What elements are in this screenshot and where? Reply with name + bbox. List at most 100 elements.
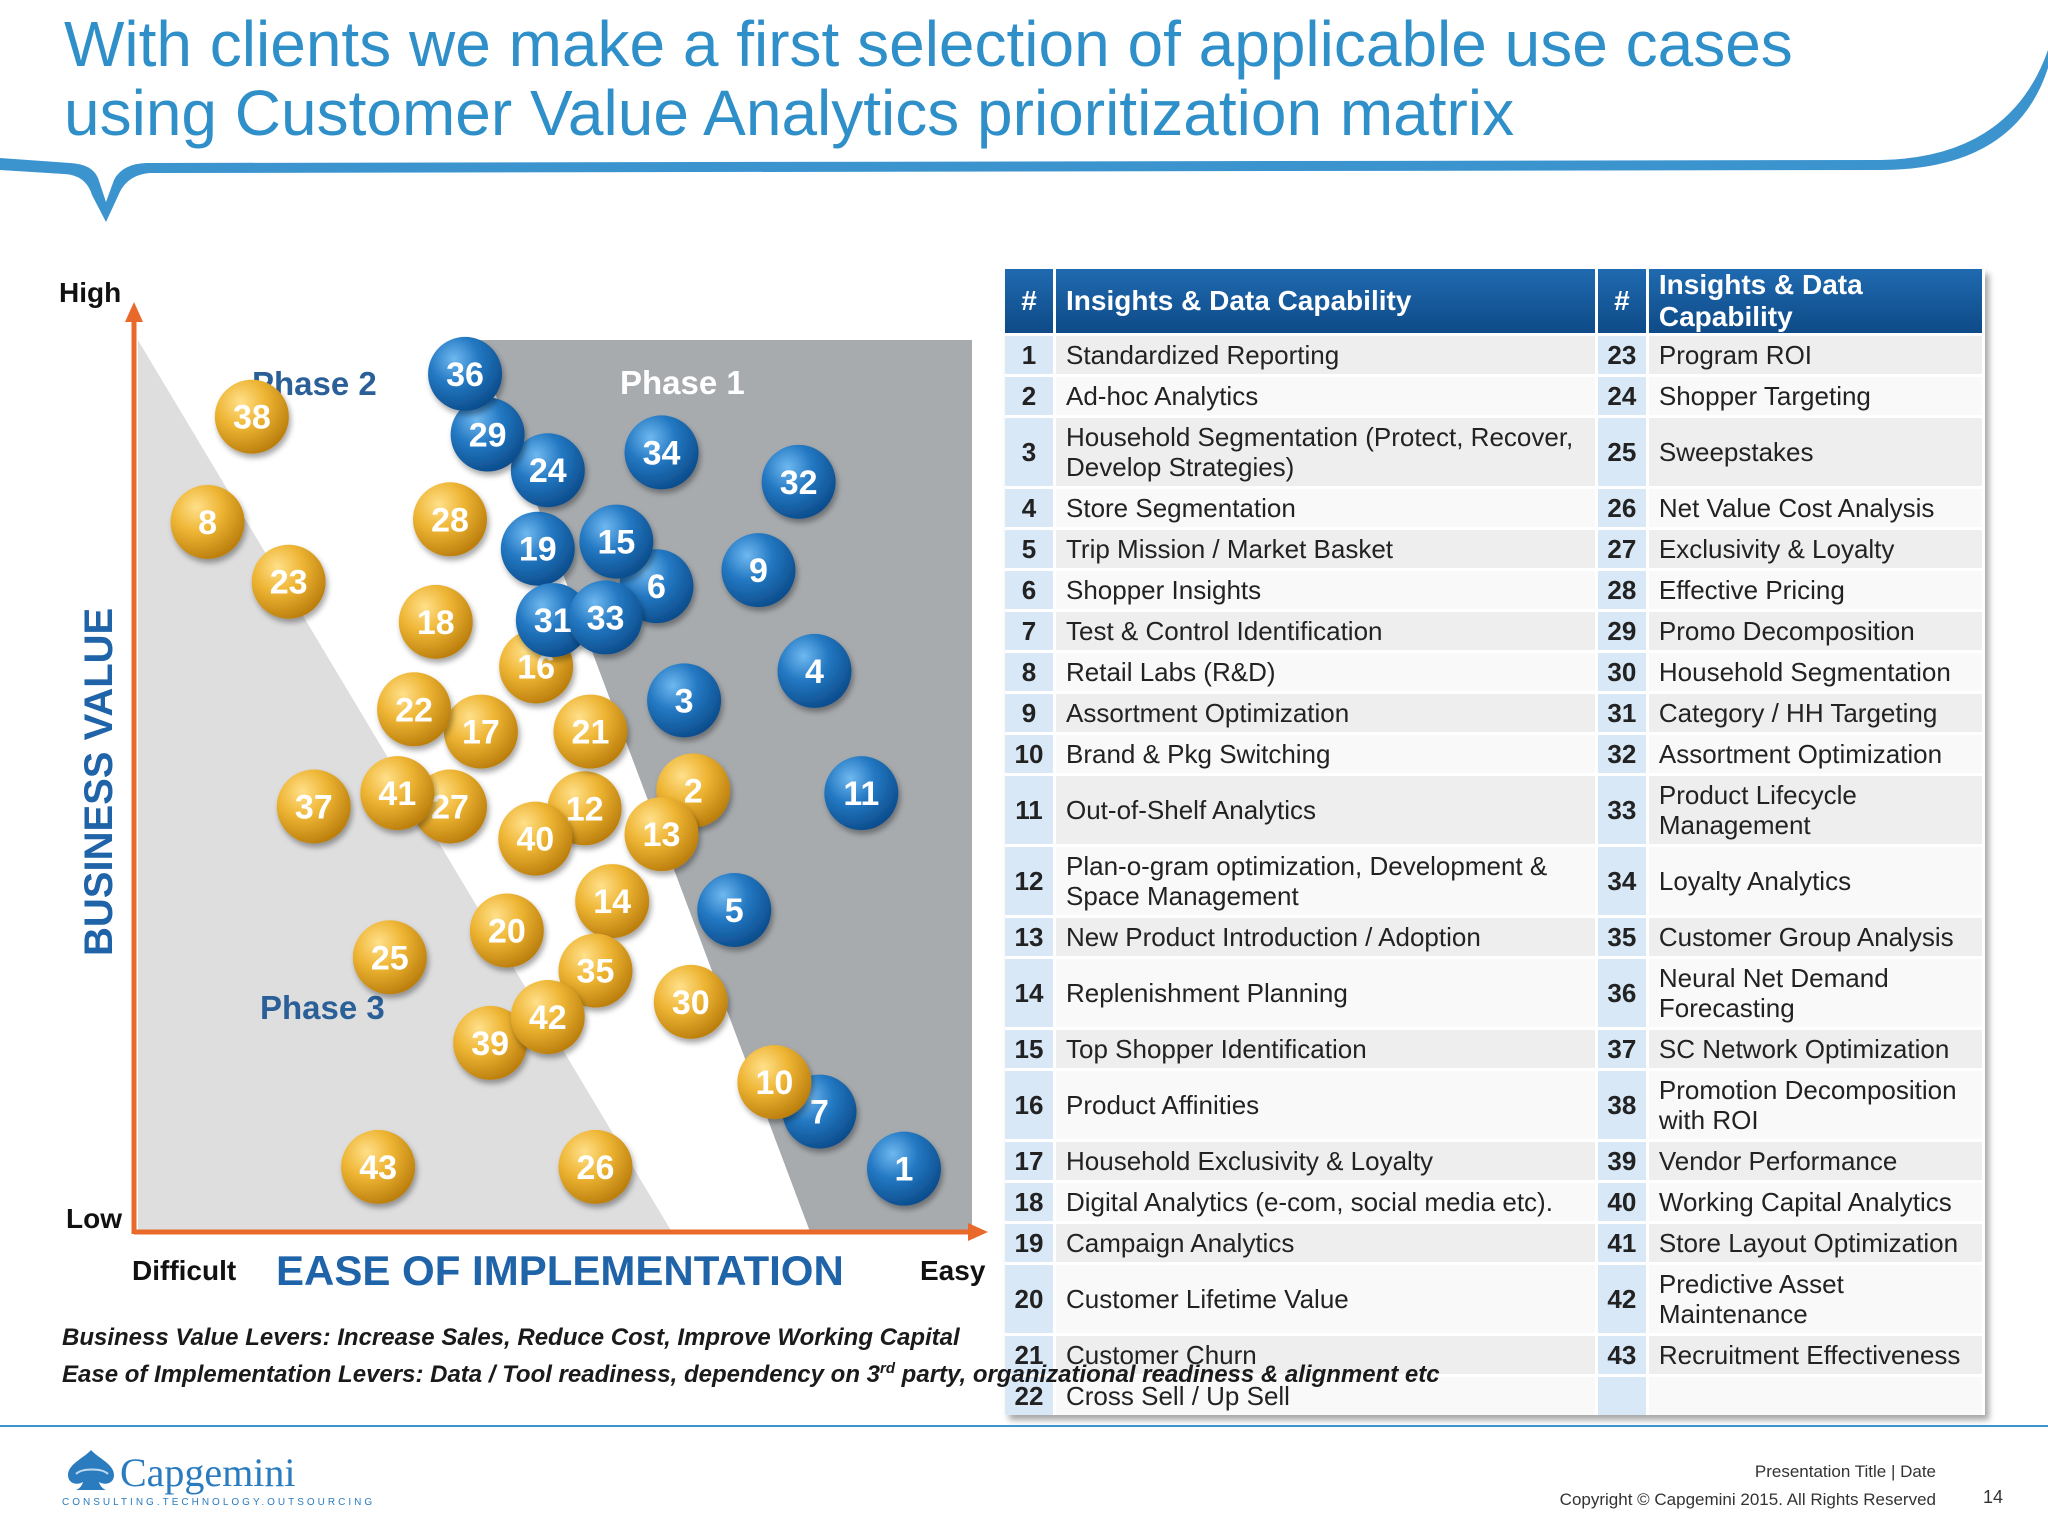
row-number: 1 [1005,333,1056,376]
bubble-11: 11 [824,756,899,831]
table-row: 14 Replenishment Planning 36 Neural Net Dem… [1005,956,1986,1029]
header-capability-right: Insights & Data Capability [1647,269,1986,335]
bubble-circle [558,933,633,1008]
table-row: 7 Test & Control Identification 29 Promo De… [1005,609,1986,652]
bubble-label: 32 [780,464,818,502]
bubble-label: 24 [529,452,567,490]
bubble-label: 7 [810,1094,829,1132]
bubble-circle [498,801,573,876]
row-capability: Plan-o-gram optimization, Development & … [1054,844,1598,917]
bubble-circle [647,663,722,738]
bubble-circle [443,694,518,769]
bubble-label: 4 [805,653,824,691]
table-row: 9 Assortment Optimization 31 Category / HH … [1005,691,1986,734]
row-number: 32 [1596,732,1649,775]
row-number: 30 [1596,650,1649,693]
bubble-19: 19 [500,511,575,586]
row-capability: Effective Pricing [1647,568,1986,611]
row-number [1596,1374,1649,1415]
bubble-30: 30 [653,964,728,1039]
bubble-circle [341,1129,416,1204]
table-row: 1 Standardized Reporting 23 Program ROI [1005,333,1986,376]
footer-copyright: Copyright © Capgemini 2015. All Rights R… [1559,1490,1936,1509]
bubble-label: 20 [488,913,526,951]
row-number: 2 [1005,374,1056,417]
row-capability: Household Segmentation [1647,650,1986,693]
table-row: 6 Shopper Insights 28 Effective Pricing [1005,568,1986,611]
row-number: 36 [1596,956,1649,1029]
row-number: 41 [1596,1221,1649,1264]
bubble-37: 37 [276,769,351,844]
table-header-row: # Insights & Data Capability # Insights … [1005,269,1986,335]
table-row: 5 Trip Mission / Market Basket 27 Exclusivi… [1005,527,1986,570]
row-capability: Ad-hoc Analytics [1054,374,1598,417]
bubble-circle [428,336,503,411]
table-row: 20 Customer Lifetime Value 42 Predictive As… [1005,1262,1986,1335]
bubble-circle [170,484,245,559]
table-row: 11 Out-of-Shelf Analytics 33 Product Lifecy… [1005,773,1986,846]
row-number: 7 [1005,609,1056,652]
row-number: 40 [1596,1180,1649,1223]
bubble-label: 13 [643,816,681,854]
bubble-circle [575,864,650,939]
table-row: 8 Retail Labs (R&D) 30 Household Segmentati… [1005,650,1986,693]
bubble-20: 20 [469,893,544,968]
row-capability: Household Exclusivity & Loyalty [1054,1139,1598,1182]
slide-title-line-1: With clients we make a first selection o… [64,8,1793,80]
row-number: 25 [1596,415,1649,488]
row-capability: Customer Churn [1054,1333,1598,1376]
bubble-label: 26 [577,1149,615,1187]
table-row: 3 Household Segmentation (Protect, Recove… [1005,415,1986,488]
bubble-22: 22 [377,672,452,747]
row-capability: Assortment Optimization [1647,732,1986,775]
bubble-circle [624,415,699,490]
row-capability: Product Affinities [1054,1068,1598,1141]
bubble-label: 37 [295,789,333,827]
bubble-circle [824,756,899,831]
ease-levers-prefix: Ease of Implementation Levers: Data / To… [62,1361,881,1388]
bubble-circle [360,756,435,831]
bubble-26: 26 [558,1129,633,1204]
row-number: 12 [1005,844,1056,917]
bubble-10: 10 [737,1045,812,1120]
row-number: 6 [1005,568,1056,611]
bubble-circle [737,1045,812,1120]
row-number: 21 [1005,1333,1056,1376]
row-capability: Sweepstakes [1647,415,1986,488]
table-row: 22 Cross Sell / Up Sell [1005,1374,1986,1415]
row-number: 10 [1005,732,1056,775]
bubble-24: 24 [510,433,585,508]
footer-presentation-title: Presentation Title | Date [1754,1462,1936,1481]
bubble-14: 14 [575,864,650,939]
bubble-28: 28 [413,482,488,557]
row-number: 24 [1596,374,1649,417]
bubble-circle [653,964,728,1039]
row-capability: Working Capital Analytics [1647,1180,1986,1223]
y-axis-label: BUSINESS VALUE [77,608,121,956]
row-number: 19 [1005,1221,1056,1264]
bubble-circle [579,504,654,579]
bubble-9: 9 [721,533,796,608]
row-capability: Cross Sell / Up Sell [1054,1374,1598,1415]
row-number: 22 [1005,1374,1056,1415]
row-capability: Loyalty Analytics [1647,844,1986,917]
row-number: 43 [1596,1333,1649,1376]
row-capability: Recruitment Effectiveness [1647,1333,1986,1376]
bubble-label: 6 [647,568,666,606]
bubble-1: 1 [866,1131,941,1206]
bubble-circle [450,397,525,472]
bubble-36: 36 [428,336,503,411]
table-row: 12 Plan-o-gram optimization, Development … [1005,844,1986,917]
bubble-13: 13 [624,797,699,872]
bubble-circle [276,769,351,844]
bubble-label: 15 [597,524,635,562]
bubble-circle [453,1005,528,1080]
bubble-label: 23 [270,564,308,602]
row-number: 14 [1005,956,1056,1029]
bubble-label: 31 [534,602,572,640]
table-row: 19 Campaign Analytics 41 Store Layout Optim… [1005,1221,1986,1264]
phase-3-label: Phase 3 [260,989,385,1026]
row-capability: Campaign Analytics [1054,1221,1598,1264]
prioritization-matrix: Phase 2 Phase 1 Phase 3 High Low Difficu… [59,277,988,1294]
row-capability: Customer Lifetime Value [1054,1262,1598,1335]
